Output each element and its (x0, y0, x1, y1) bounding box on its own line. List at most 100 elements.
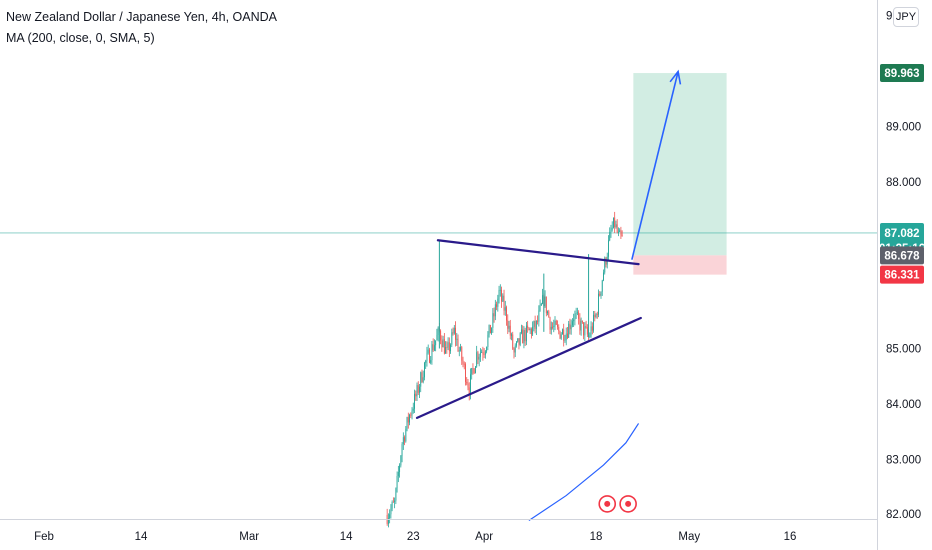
candle-body (436, 334, 438, 341)
candle (547, 310, 548, 316)
candle (421, 369, 423, 383)
candle (568, 320, 570, 338)
candle (599, 291, 601, 297)
candle (466, 377, 468, 386)
candle (426, 346, 428, 367)
candle-body (591, 326, 593, 331)
candle-body (562, 329, 563, 335)
candle-body (422, 377, 424, 382)
candle (462, 356, 464, 368)
trendline-upper[interactable] (436, 239, 640, 266)
ma-indicator-legend[interactable]: MA (200, close, 0, SMA, 5) (6, 31, 155, 45)
forecast-arrow[interactable] (631, 71, 679, 260)
candle (583, 322, 585, 340)
candle (461, 345, 463, 365)
candle-body (504, 307, 506, 311)
candle-body (473, 368, 475, 374)
candle-body (589, 335, 591, 337)
candle (565, 327, 567, 346)
candle (564, 334, 566, 343)
candle (496, 301, 498, 311)
candle-body (426, 352, 428, 361)
candle-body (528, 327, 530, 331)
candle (411, 407, 413, 420)
candle-body (466, 381, 468, 384)
candle (451, 328, 453, 348)
candle-body (453, 327, 455, 334)
candle (479, 348, 481, 362)
candle (420, 371, 422, 393)
candle-body (560, 334, 562, 339)
candle (504, 300, 506, 316)
candle (584, 322, 586, 342)
candle-body (564, 339, 566, 341)
candle-body (586, 327, 588, 335)
candle-body (411, 410, 413, 416)
candle-body (415, 393, 417, 397)
candle (605, 256, 607, 268)
candle-body (525, 325, 527, 342)
stop-loss-zone[interactable] (633, 255, 727, 275)
candle (608, 235, 609, 260)
candle (557, 320, 558, 330)
y-tick-label: 88.000 (886, 177, 921, 189)
candle (497, 294, 499, 312)
candle (427, 344, 429, 355)
candle-body (517, 338, 519, 342)
ma-200-line[interactable] (528, 423, 640, 522)
candle (542, 288, 544, 305)
candle-body (427, 349, 429, 353)
trendline-lower[interactable] (415, 316, 642, 419)
candle-body (512, 334, 514, 349)
candle-body (605, 258, 607, 265)
currency-button[interactable]: JPY (893, 7, 919, 27)
candle (415, 390, 417, 401)
candle (512, 331, 514, 350)
candle (586, 324, 588, 338)
candle (585, 320, 587, 329)
candle-body (616, 224, 618, 233)
candle-body (468, 387, 470, 395)
candle-body (558, 326, 560, 332)
candle (534, 315, 536, 334)
candle (390, 504, 392, 519)
candle-body (579, 318, 581, 331)
candle-body (584, 326, 586, 336)
candle-body (519, 333, 521, 345)
candle (619, 228, 621, 233)
candle-body (542, 295, 544, 304)
candle-body (548, 311, 550, 318)
stop-price-label: 86.331 (884, 270, 920, 282)
candle (494, 299, 496, 321)
candle-body (432, 344, 434, 351)
profit-zone[interactable] (633, 73, 727, 256)
candle (501, 286, 502, 308)
candle (511, 332, 512, 341)
candle (446, 341, 448, 354)
candle-body (488, 324, 490, 335)
candle (522, 325, 524, 344)
candle (533, 320, 535, 332)
candle-body (497, 298, 499, 307)
candle (509, 319, 511, 340)
candle (432, 338, 434, 352)
candle (405, 426, 407, 443)
candle-body (457, 338, 459, 352)
candle-body (552, 326, 553, 328)
candle (553, 319, 555, 333)
candle (489, 324, 491, 334)
candle-body (397, 471, 399, 477)
candle-body (619, 230, 621, 232)
candle (513, 347, 515, 359)
candle-body (599, 293, 601, 296)
candle-body (440, 330, 442, 341)
candle-body (608, 240, 609, 257)
candle-body (428, 349, 430, 363)
candle (569, 318, 571, 335)
candle (519, 331, 521, 347)
candle (573, 313, 575, 328)
candle (478, 353, 480, 367)
candle (571, 318, 573, 328)
candle-body (486, 346, 488, 352)
